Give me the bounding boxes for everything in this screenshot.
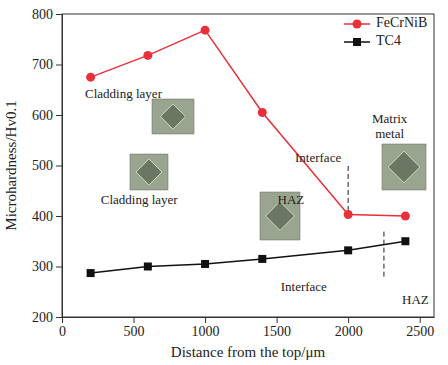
interface-line [348, 163, 349, 211]
y-axis-title: Microhardness/Hv0.1 [3, 100, 19, 230]
tick-mark [56, 65, 62, 66]
point [401, 212, 410, 221]
tick-label: 400 [32, 209, 53, 224]
tick-label: 500 [124, 324, 145, 339]
marks [86, 26, 410, 277]
annotation: metal [375, 126, 404, 141]
tick-mark [56, 166, 62, 167]
point [143, 51, 152, 60]
legend-marker [353, 20, 362, 29]
indent [136, 159, 162, 185]
tick: 500 [124, 317, 145, 339]
tick-mark [56, 14, 62, 15]
x-axis: 0 500 1000 1500 2000 2500 [59, 317, 435, 339]
tick: 200 [32, 310, 62, 325]
legend-label: FeCrNiB [376, 15, 427, 30]
point [258, 255, 266, 263]
tick: 800 [32, 7, 62, 22]
annotation: Cladding layer [85, 86, 163, 101]
tick-label: 800 [32, 7, 53, 22]
legend-item: FeCrNiB [344, 15, 427, 30]
point [258, 108, 267, 117]
tick: 300 [32, 259, 62, 274]
tick-label: 1000 [192, 324, 220, 339]
indent [160, 104, 185, 129]
tick-mark [420, 317, 421, 323]
inset-frame [130, 154, 168, 190]
plot: 0 500 1000 1500 2000 2500 200 300 400 500 600 700 80… [32, 7, 435, 339]
annotation: Interface [295, 150, 341, 165]
axis-line [63, 317, 435, 318]
point [201, 260, 209, 268]
legend-marker [353, 38, 361, 46]
point [86, 73, 95, 82]
tick-label: 200 [32, 310, 53, 325]
tick: 1000 [192, 317, 220, 339]
tick-label: 600 [32, 108, 53, 123]
series-line [91, 30, 406, 216]
annotation: Cladding layer [101, 192, 179, 207]
tick-mark [56, 216, 62, 217]
inset-image [382, 144, 426, 190]
tick-label: 300 [32, 259, 53, 274]
inset-image [130, 154, 168, 190]
annotation: Interface [281, 279, 327, 294]
tick: 1500 [263, 317, 291, 339]
tick: 2500 [406, 317, 434, 339]
point [201, 26, 210, 35]
tick-label: 700 [32, 57, 53, 72]
tick-mark [56, 317, 62, 318]
tick: 700 [32, 57, 62, 72]
tick: 600 [32, 108, 62, 123]
tick-mark [205, 317, 206, 323]
point [344, 210, 353, 219]
legend: FeCrNiB TC4 [344, 15, 427, 48]
point [401, 237, 409, 245]
tick-mark [56, 115, 62, 116]
inset-frame [152, 99, 194, 134]
point [87, 269, 95, 277]
legend-label: TC4 [376, 33, 401, 48]
legend-item: TC4 [344, 33, 401, 48]
tick: 0 [59, 317, 66, 339]
interface-line [383, 230, 384, 276]
chart: 0 500 1000 1500 2000 2500 200 300 400 500 600 700 80… [0, 0, 448, 365]
tick-label: 1500 [263, 324, 291, 339]
indent [388, 151, 420, 183]
tick-mark [134, 317, 135, 323]
tick-mark [277, 317, 278, 323]
tick-label: 2000 [335, 324, 363, 339]
frame [62, 14, 434, 317]
tick-mark [348, 317, 349, 323]
tick: 400 [32, 209, 62, 224]
x-axis-title: Distance from the top/μm [171, 344, 326, 360]
inset-image [152, 99, 194, 134]
y-axis: 200 300 400 500 600 700 800 [32, 7, 63, 325]
point [144, 263, 152, 271]
tick-label: 2500 [406, 324, 434, 339]
tick-mark [56, 267, 62, 268]
series-line [91, 241, 406, 273]
inset-frame [382, 144, 426, 190]
tick-mark [62, 317, 63, 323]
axis-line [62, 15, 63, 318]
annotation: HAZ [402, 292, 429, 307]
annotation: HAZ [278, 192, 305, 207]
point [344, 246, 352, 254]
tick: 500 [32, 158, 62, 173]
annotation: Matrix [372, 111, 408, 126]
tick-label: 500 [32, 158, 53, 173]
tick-label: 0 [59, 324, 66, 339]
tick: 2000 [335, 317, 363, 339]
